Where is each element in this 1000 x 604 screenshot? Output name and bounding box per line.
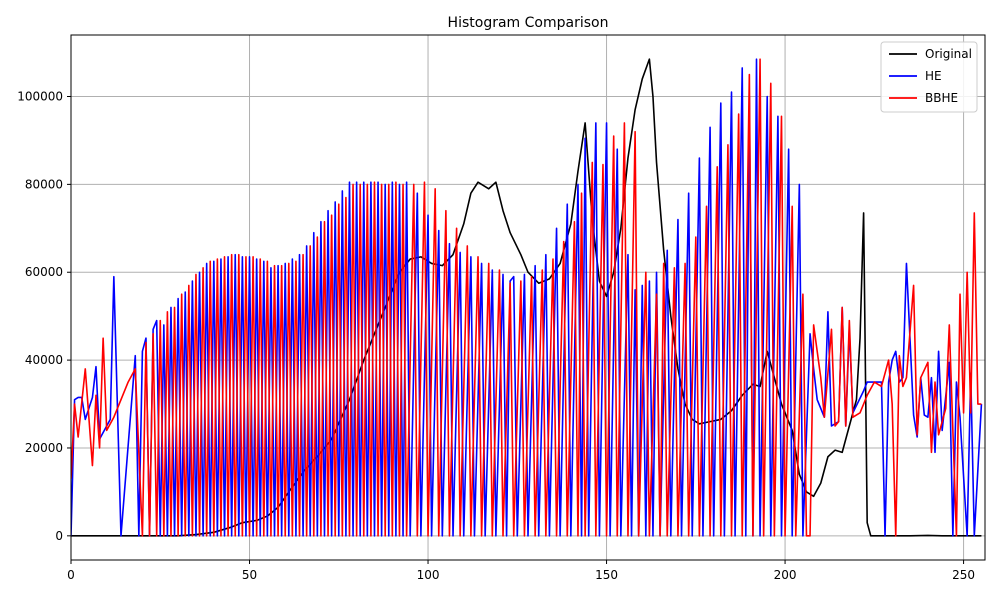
legend-label-he: HE	[925, 69, 942, 83]
legend: Original HE BBHE	[880, 41, 978, 113]
legend-label-original: Original	[925, 47, 972, 61]
y-tick-label: 100000	[17, 90, 63, 104]
chart-title: Histogram Comparison	[448, 15, 609, 31]
y-tick-label: 40000	[25, 353, 63, 367]
y-tick-label: 80000	[25, 177, 63, 191]
series-line-he	[71, 58, 983, 537]
x-tick-label: 50	[242, 568, 257, 582]
x-tick-label: 150	[595, 568, 618, 582]
legend-label-bbhe: BBHE	[925, 91, 958, 105]
x-tick-label: 0	[67, 568, 75, 582]
y-tick-label: 60000	[25, 265, 63, 279]
series-layer	[71, 58, 983, 537]
x-tick-label: 250	[952, 568, 975, 582]
legend-box	[880, 41, 978, 113]
y-tick-label: 20000	[25, 441, 63, 455]
plot-frame	[70, 34, 986, 561]
axis-ticks: 0 50 100 150 200 250 0 20000 40000 60000 80000 1000…	[17, 90, 975, 582]
y-tick-label: 0	[55, 529, 63, 543]
series-line-bbhe	[71, 58, 982, 537]
x-tick-label: 200	[774, 568, 797, 582]
x-tick-label: 100	[417, 568, 440, 582]
